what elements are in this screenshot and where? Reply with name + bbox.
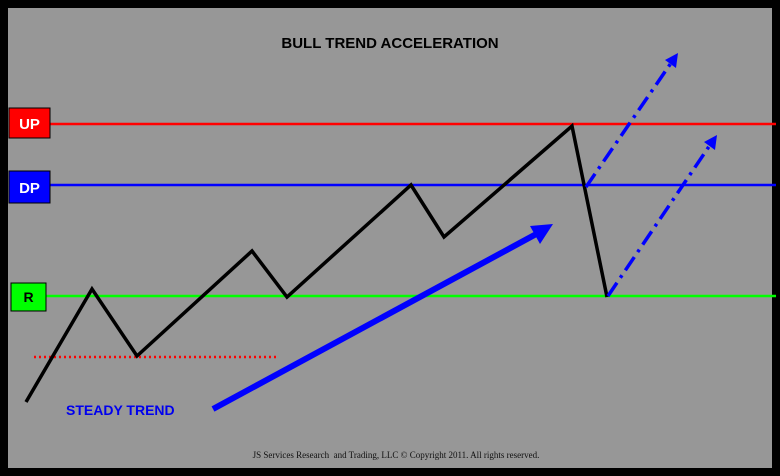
projection-arrow-lower-head xyxy=(704,135,717,150)
steady-trend-arrowhead xyxy=(530,224,553,244)
dp-label-text: DP xyxy=(19,180,40,197)
projection-arrow-upper-shaft xyxy=(584,62,673,188)
r-level-label: R xyxy=(10,282,47,312)
projection-arrow-lower-shaft xyxy=(606,144,712,297)
projection-arrow-upper-head xyxy=(665,53,678,68)
r-label-text: R xyxy=(23,289,33,305)
price-path xyxy=(24,122,609,403)
diagram-title: BULL TREND ACCELERATION xyxy=(281,35,498,52)
up-level-label: UP xyxy=(8,107,51,139)
up-label-text: UP xyxy=(19,116,40,133)
diagram-panel xyxy=(8,8,772,468)
steady-trend-label: STEADY TREND xyxy=(66,402,175,418)
dp-level-label: DP xyxy=(8,170,51,204)
steady-trend-arrow-shaft xyxy=(211,229,542,412)
copyright-text: JS Services Research and Trading, LLC © … xyxy=(253,450,540,460)
